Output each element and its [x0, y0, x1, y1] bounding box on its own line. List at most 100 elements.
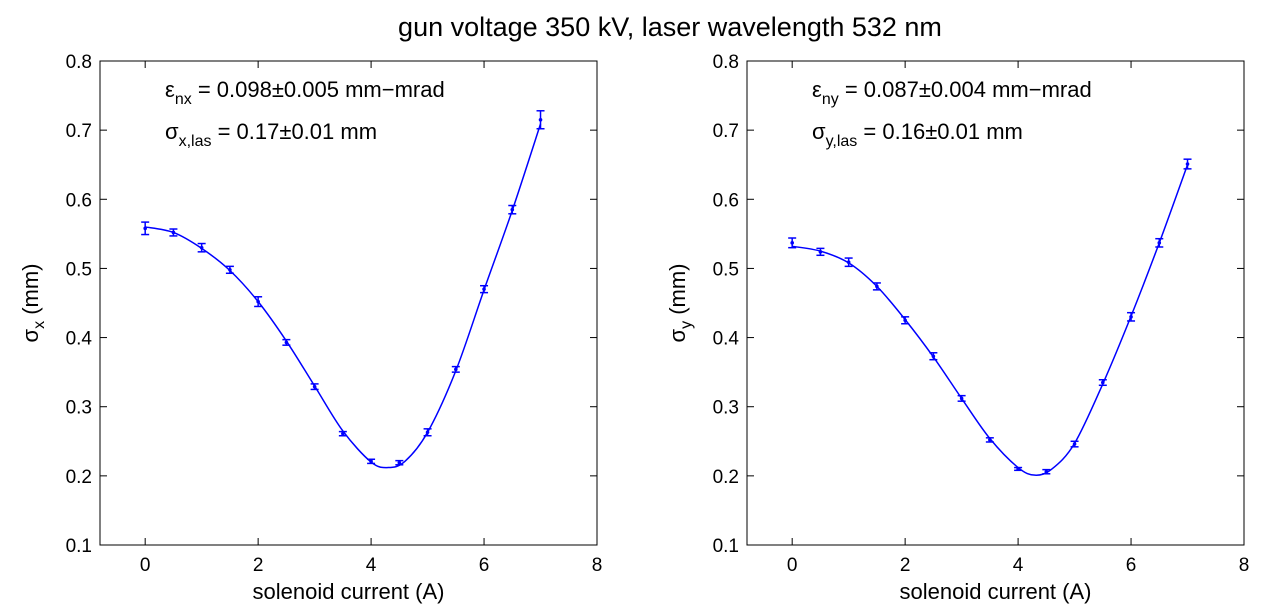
- annotation-1: σy,las = 0.16±0.01 mm: [812, 119, 1023, 150]
- x-tick-label: 6: [479, 555, 490, 576]
- y-tick-label: 0.4: [713, 329, 740, 350]
- annotation-0: εny = 0.087±0.004 mm−mrad: [812, 77, 1092, 108]
- data-marker: [228, 268, 232, 272]
- data-marker: [312, 384, 317, 389]
- y-axis-label: σx (mm): [18, 264, 48, 343]
- x-tick-label: 8: [592, 555, 603, 576]
- y-tick-label: 0.7: [66, 121, 92, 142]
- figure-title: gun voltage 350 kV, laser wavelength 532…: [398, 12, 942, 42]
- data-marker: [1072, 442, 1077, 446]
- data-point: [957, 394, 966, 402]
- plot-frame: [99, 60, 598, 546]
- data-point: [310, 383, 319, 391]
- annotation-value: = 0.17±0.01 mm: [211, 119, 377, 144]
- data-point: [536, 110, 545, 130]
- x-tick-label: 2: [900, 555, 911, 576]
- data-point: [901, 316, 910, 325]
- data-marker: [256, 299, 260, 304]
- annotation-subscript: x,las: [179, 133, 212, 150]
- y-tick-label: 0.8: [66, 52, 92, 73]
- y-axis-label-symbol: σ: [665, 329, 690, 343]
- x-tick-label: 4: [1013, 555, 1024, 576]
- x-tick-label: 6: [1126, 555, 1137, 576]
- data-marker: [846, 260, 851, 265]
- y-axis-label-unit: (mm): [18, 264, 43, 321]
- y-tick-label: 0.1: [713, 536, 739, 557]
- plot-frame: [746, 60, 1245, 546]
- data-marker: [1129, 315, 1133, 319]
- data-marker: [875, 284, 879, 289]
- x-tick-label: 2: [253, 555, 264, 576]
- fit-curve: [792, 164, 1189, 476]
- data-marker: [959, 396, 964, 401]
- data-point: [254, 296, 263, 308]
- y-axis-label-subscript: y: [678, 321, 695, 329]
- data-marker: [482, 287, 486, 291]
- x-tick-label: 0: [787, 555, 798, 576]
- data-point: [423, 428, 432, 437]
- x-axis-label: solenoid current (A): [900, 579, 1092, 604]
- data-marker: [171, 230, 176, 235]
- data-point: [929, 352, 938, 361]
- annotation-subscript: nx: [175, 91, 192, 108]
- data-point: [395, 459, 404, 466]
- data-point: [508, 204, 517, 215]
- y-tick-label: 0.3: [713, 398, 739, 419]
- annotation-symbol: ε: [165, 77, 175, 102]
- data-point: [225, 265, 234, 275]
- data-point: [367, 458, 376, 465]
- y-tick-label: 0.3: [66, 398, 92, 419]
- annotation-symbol: σ: [165, 119, 179, 144]
- data-marker: [397, 460, 402, 465]
- annotation-symbol: σ: [812, 119, 826, 144]
- data-point: [141, 221, 150, 236]
- data-point: [197, 242, 206, 253]
- y-tick-label: 0.6: [66, 190, 92, 211]
- y-tick-label: 0.1: [66, 536, 92, 557]
- chart-panel-sigma-y: 0 2 4 6 8 0.1 0.2 0.3 0.4 0.5 0.6 0.7 0.8 solenoid cu…: [665, 52, 1249, 604]
- annotation-value: = 0.087±0.004 mm−mrad: [839, 77, 1092, 102]
- annotation-subscript: ny: [822, 91, 839, 108]
- data-point: [480, 284, 489, 294]
- data-point: [1127, 311, 1136, 322]
- data-point: [282, 338, 291, 346]
- y-tick-label: 0.6: [713, 190, 739, 211]
- data-marker: [199, 245, 204, 250]
- annotation-subscript: y,las: [826, 133, 858, 150]
- data-point: [985, 437, 994, 443]
- annotation-value: = 0.098±0.005 mm−mrad: [192, 77, 445, 102]
- y-tick-label: 0.2: [66, 467, 92, 488]
- y-axis-label-unit: (mm): [665, 264, 690, 321]
- data-point: [1042, 468, 1051, 475]
- y-tick-label: 0.5: [66, 259, 92, 280]
- data-marker: [931, 354, 936, 359]
- x-tick-label: 8: [1239, 555, 1250, 576]
- data-marker: [143, 226, 147, 231]
- data-point: [844, 257, 853, 268]
- data-marker: [1016, 467, 1020, 471]
- x-tick-label: 4: [366, 555, 377, 576]
- data-point: [169, 228, 178, 237]
- data-point: [1014, 466, 1023, 472]
- data-point: [1155, 237, 1164, 248]
- x-axis-label: solenoid current (A): [253, 579, 445, 604]
- y-axis-label-symbol: σ: [18, 329, 43, 343]
- annotation-value: = 0.16±0.01 mm: [857, 119, 1023, 144]
- annotation-symbol: ε: [812, 77, 822, 102]
- data-marker: [903, 318, 907, 323]
- data-point: [816, 247, 825, 257]
- y-tick-label: 0.7: [713, 121, 739, 142]
- data-marker: [454, 367, 458, 372]
- data-marker: [818, 250, 823, 254]
- data-marker: [790, 241, 794, 245]
- data-point: [1070, 440, 1079, 448]
- data-marker: [1101, 380, 1105, 385]
- data-point: [872, 282, 881, 291]
- data-marker: [369, 459, 373, 464]
- data-marker: [1157, 241, 1162, 245]
- y-tick-label: 0.2: [713, 467, 739, 488]
- data-marker: [538, 117, 543, 122]
- y-tick-label: 0.5: [713, 259, 739, 280]
- data-point: [788, 237, 797, 249]
